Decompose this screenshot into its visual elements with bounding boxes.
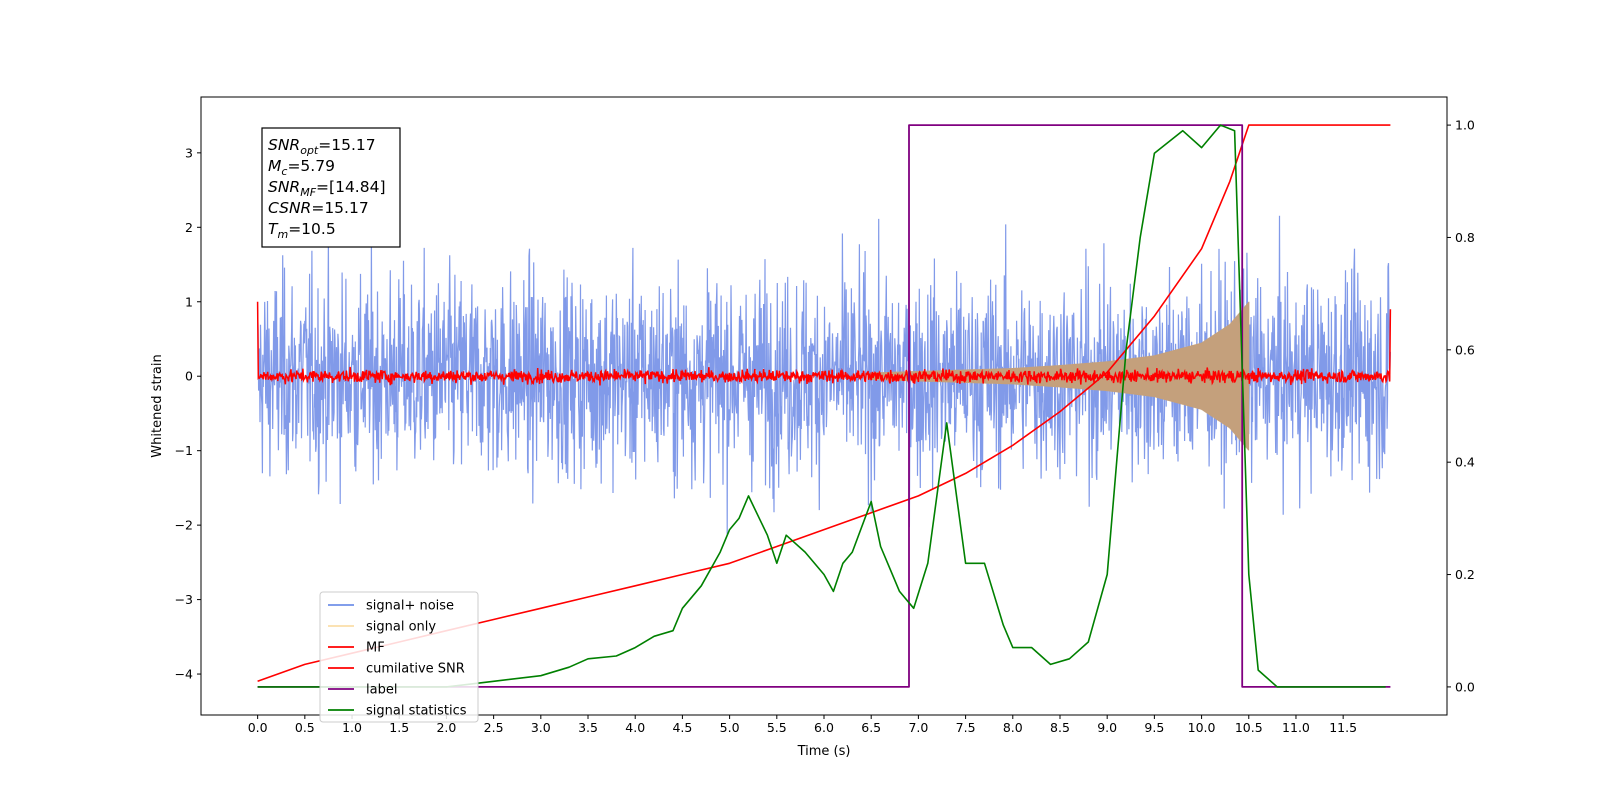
series-label — [257, 124, 1391, 688]
y-tick-label: 1 — [185, 294, 193, 309]
annotation-value: =[14.84] — [316, 178, 385, 196]
annotation-name: CSNR — [268, 199, 311, 217]
x-tick-label: 7.0 — [908, 720, 928, 735]
x-tick-label: 3.0 — [531, 720, 551, 735]
annotation-subscript: c — [281, 165, 287, 178]
annotation-subscript: MF — [300, 186, 316, 199]
x-tick-label: 11.5 — [1329, 720, 1357, 735]
x-tick-label: 4.0 — [625, 720, 645, 735]
annotation-line-tm: Tm=10.5 — [268, 220, 336, 241]
x-tick-label: 10.0 — [1188, 720, 1216, 735]
x-tick-label: 0.5 — [295, 720, 315, 735]
axes: 0.0 0.5 1.0 1.5 2.0 2.5 3.0 3.5 4.0 4.5 5.0 5.5 6.0 6… — [150, 96, 1475, 759]
y-axis-label: Whitened strain — [150, 354, 165, 457]
x-tick-label: 1.5 — [389, 720, 409, 735]
y-tick-label: 3 — [185, 145, 193, 160]
y2-tick-label: 0.6 — [1455, 342, 1475, 357]
annotation-subscript: opt — [300, 144, 319, 157]
series-mf — [256, 301, 1392, 386]
annotation-value: =5.79 — [287, 157, 335, 175]
series-signal-noise — [257, 215, 1391, 535]
x-tick-label: 7.5 — [956, 720, 976, 735]
x-tick-label: 8.0 — [1003, 720, 1023, 735]
x-tick-label: 9.0 — [1097, 720, 1117, 735]
annotation-name: SNR — [268, 178, 300, 196]
x-tick-label: 5.0 — [720, 720, 740, 735]
y2-tick-label: 0.4 — [1455, 455, 1475, 470]
x-tick-label: 5.5 — [767, 720, 787, 735]
annotation-value: =15.17 — [311, 199, 368, 217]
annotation-name: T — [268, 220, 279, 238]
x-tick-label: 2.5 — [484, 720, 504, 735]
y-tick-label: −3 — [175, 592, 193, 607]
x-tick-label: 0.0 — [248, 720, 268, 735]
x-tick-label: 8.5 — [1050, 720, 1070, 735]
legend-label: label — [366, 683, 397, 698]
legend-label: cumilative SNR — [366, 662, 465, 677]
y2-tick-label: 0.2 — [1455, 567, 1475, 582]
legend-label: MF — [366, 641, 385, 656]
legend-label: signal statistics — [366, 704, 467, 719]
x-tick-label: 3.5 — [578, 720, 598, 735]
legend-label: signal only — [366, 620, 436, 635]
annotation-name: SNR — [268, 136, 300, 154]
annotation-box: SNRopt=15.17Mc=5.79SNRMF=[14.84]CSNR=15.… — [261, 127, 401, 248]
y-tick-label: 0 — [185, 369, 193, 384]
y2-tick-label: 0.0 — [1455, 679, 1475, 694]
legend-frame — [319, 591, 479, 723]
x-axis-label: Time (s) — [797, 744, 851, 759]
x-tick-label: 10.5 — [1235, 720, 1263, 735]
series-signal-statistics — [257, 124, 1386, 688]
x-tick-label: 4.5 — [672, 720, 692, 735]
y-tick-label: −2 — [175, 518, 193, 533]
x-tick-label: 6.5 — [861, 720, 881, 735]
y2-tick-label: 0.8 — [1455, 230, 1475, 245]
annotation-subscript: m — [277, 228, 288, 241]
annotation-value: =10.5 — [288, 220, 336, 238]
y-tick-label: −1 — [175, 443, 193, 458]
annotation-line-snr-mf: SNRMF=[14.84] — [268, 178, 386, 199]
x-tick-label: 11.0 — [1282, 720, 1310, 735]
y-tick-label: −4 — [175, 667, 193, 682]
y2-tick-label: 1.0 — [1455, 118, 1475, 133]
annotation-line-csnr: CSNR=15.17 — [268, 199, 369, 217]
annotation-name: M — [268, 157, 281, 175]
x-tick-label: 6.0 — [814, 720, 834, 735]
annotation-value: =15.17 — [318, 136, 375, 154]
legend: signal+ noise signal only MF cumilative SNR… — [319, 591, 479, 723]
x-tick-label: 2.0 — [436, 720, 456, 735]
annotation-line-mc: Mc=5.79 — [268, 157, 335, 178]
y-tick-label: 2 — [185, 220, 193, 235]
annotation-frame — [261, 127, 401, 248]
x-tick-label: 9.5 — [1144, 720, 1164, 735]
x-tick-label: 1.0 — [342, 720, 362, 735]
legend-label: signal+ noise — [366, 599, 454, 614]
annotation-line-snr-opt: SNRopt=15.17 — [268, 136, 376, 157]
